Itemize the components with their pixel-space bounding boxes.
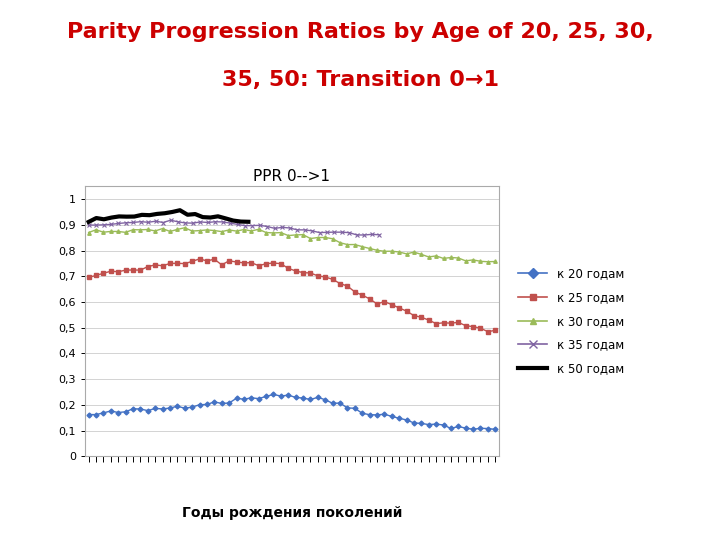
X-axis label: Годы рождения поколений: Годы рождения поколений	[181, 505, 402, 519]
Title: PPR 0-->1: PPR 0-->1	[253, 168, 330, 184]
Text: 35, 50: Transition 0→1: 35, 50: Transition 0→1	[222, 70, 498, 90]
Legend: к 20 годам, к 25 годам, к 30 годам, к 35 годам, к 50 годам: к 20 годам, к 25 годам, к 30 годам, к 35…	[513, 263, 629, 380]
Text: Parity Progression Ratios by Age of 20, 25, 30,: Parity Progression Ratios by Age of 20, …	[67, 22, 653, 42]
